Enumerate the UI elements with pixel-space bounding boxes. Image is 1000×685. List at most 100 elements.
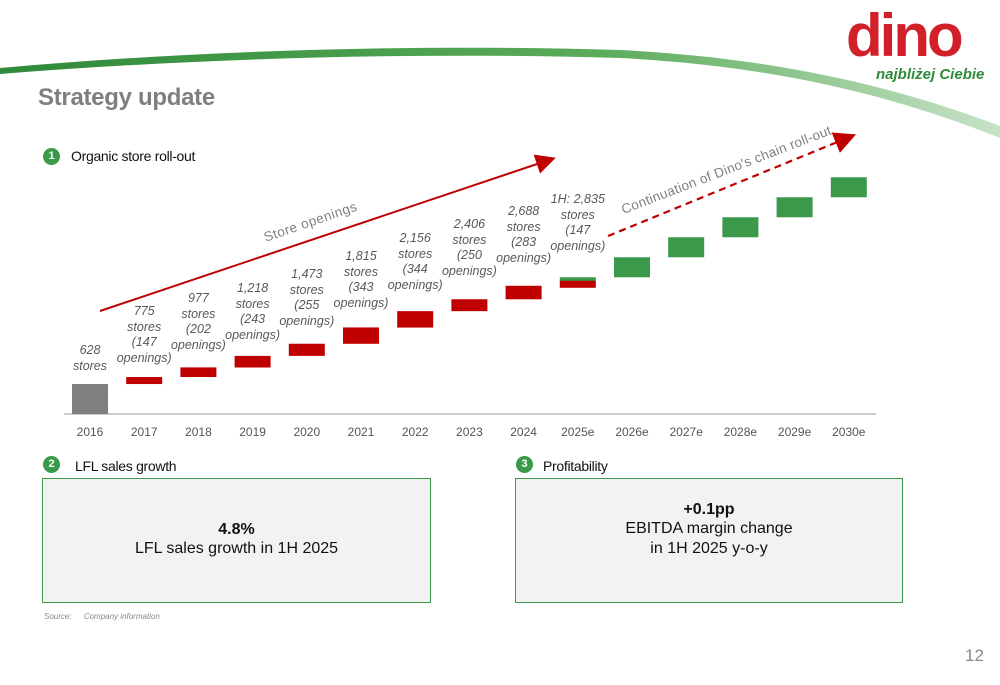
x-tick-label: 2016 xyxy=(77,425,104,439)
data-label-line: 1,218 xyxy=(236,281,269,295)
x-tick-label: 2027e xyxy=(670,425,704,439)
data-label-line: (283 xyxy=(511,235,537,249)
data-label-line: stores xyxy=(452,232,487,247)
bar-openings xyxy=(288,343,325,356)
data-label-line: openings) xyxy=(387,277,443,292)
bar-openings-red xyxy=(559,280,596,288)
profitability-box: +0.1pp EBITDA margin change in 1H 2025 y… xyxy=(515,478,903,603)
data-label-line: (344 xyxy=(402,262,428,276)
data-label-line: stores xyxy=(235,296,270,311)
data-label: 1,473 stores (255 openings) xyxy=(267,267,347,329)
data-label-line: 977 xyxy=(187,291,209,305)
bar-openings xyxy=(126,377,163,385)
x-tick-label: 2023 xyxy=(456,425,483,439)
store-openings-label: Store openings xyxy=(262,199,359,245)
data-label-line: stores xyxy=(72,358,108,373)
bar-openings xyxy=(180,367,217,378)
section-2-label: LFL sales growth xyxy=(75,458,177,474)
profitability-text-1: EBITDA margin change xyxy=(625,520,793,537)
data-label-line: 1,473 xyxy=(291,267,323,281)
bar-projected xyxy=(722,217,759,238)
x-tick-label: 2018 xyxy=(185,425,212,439)
profitability-text-2: in 1H 2025 y-o-y xyxy=(650,540,768,557)
data-label-line: 775 xyxy=(133,304,155,318)
data-label: 2,406 stores (250 openings) xyxy=(429,217,509,279)
data-label-line: 1,815 xyxy=(345,249,377,263)
data-label-line: openings) xyxy=(279,313,335,328)
data-label-line: (147 xyxy=(131,335,157,349)
page-number: 12 xyxy=(965,646,984,665)
data-label: 628 stores xyxy=(50,343,130,374)
data-label-line: stores xyxy=(343,264,379,279)
data-label-line: (250 xyxy=(456,248,482,262)
data-label-line: 1H: 2,835 xyxy=(550,192,605,206)
data-label-line: stores xyxy=(506,219,541,234)
x-tick-label: 2021 xyxy=(348,425,375,439)
bar-projected xyxy=(668,237,705,258)
profitability-value: +0.1pp xyxy=(683,501,735,518)
section-3-badge: 3 xyxy=(516,456,533,473)
x-tick-label: 2020 xyxy=(293,425,320,439)
continuation-arrow xyxy=(607,132,857,238)
data-label-line: stores xyxy=(398,246,433,261)
lfl-value: 4.8% xyxy=(218,521,255,538)
bar-projected xyxy=(614,257,650,278)
data-label-line: openings) xyxy=(441,263,497,278)
bar-projected xyxy=(776,197,813,218)
lfl-box: 4.8% LFL sales growth in 1H 2025 xyxy=(42,478,431,603)
bar-projected xyxy=(830,177,867,198)
section-2-badge: 2 xyxy=(43,456,60,473)
x-tick-label: 2030e xyxy=(832,425,866,439)
bar-openings xyxy=(451,299,488,312)
store-rollout-chart: Store openings Continuation of Dino's ch… xyxy=(64,123,876,439)
data-label: 2,688 stores (283 openings) xyxy=(484,204,564,266)
x-tick-label: 2025e xyxy=(561,425,595,439)
x-tick-label: 2024 xyxy=(510,425,537,439)
data-label: 2,156 stores (344 openings) xyxy=(375,231,455,293)
data-label: 1,815 stores (343 openings) xyxy=(321,249,401,311)
data-label: 1,218 stores (243 openings) xyxy=(213,281,293,343)
bar-openings xyxy=(343,327,379,344)
data-label-line: stores xyxy=(560,207,595,222)
data-label-line: 2,406 xyxy=(453,217,486,231)
x-tick-label: 2022 xyxy=(402,425,429,439)
bar-openings-green xyxy=(559,277,596,281)
data-label-line: stores xyxy=(181,306,216,321)
data-label-line: (255 xyxy=(294,298,320,312)
data-label: 1H: 2,835 stores (147 openings) xyxy=(538,192,618,254)
data-label-line: openings) xyxy=(225,327,281,342)
x-tick-label: 2019 xyxy=(239,425,266,439)
source-text: Company information xyxy=(83,612,160,621)
source-note: Source: Company information xyxy=(44,612,160,621)
x-tick-label: 2017 xyxy=(131,425,158,439)
data-label-line: 2,156 xyxy=(399,231,431,245)
header-swoosh xyxy=(0,47,1000,138)
x-tick-label: 2028e xyxy=(724,425,758,439)
data-label-line: openings) xyxy=(550,238,606,253)
data-label-line: (243 xyxy=(240,312,266,326)
bar-base-stores xyxy=(72,384,108,414)
dino-logo: dino xyxy=(846,2,964,69)
data-label-line: openings) xyxy=(170,337,226,352)
bar-openings xyxy=(397,311,434,328)
store-openings-arrow xyxy=(99,154,556,312)
data-label: 977 stores (202 openings) xyxy=(158,291,238,353)
data-label-line: (343 xyxy=(348,280,374,294)
section-1-label: Organic store roll-out xyxy=(71,148,196,164)
bar-openings xyxy=(505,285,542,300)
data-label-line: openings) xyxy=(333,295,389,310)
bar-openings xyxy=(234,355,271,368)
x-tick-label: 2029e xyxy=(778,425,812,439)
section-1-badge: 1 xyxy=(43,148,60,165)
data-label-line: 2,688 xyxy=(507,204,540,218)
data-label-line: stores xyxy=(289,282,324,297)
data-label-line: 628 xyxy=(79,343,101,357)
data-label-line: (202 xyxy=(185,322,211,336)
data-label-line: (147 xyxy=(565,223,591,237)
data-label-line: openings) xyxy=(116,350,172,365)
lfl-text: LFL sales growth in 1H 2025 xyxy=(134,540,339,557)
x-tick-label: 2026e xyxy=(615,425,649,439)
page-title: Strategy update xyxy=(38,84,215,111)
data-label-line: openings) xyxy=(496,250,552,265)
data-label-line: stores xyxy=(127,319,162,334)
